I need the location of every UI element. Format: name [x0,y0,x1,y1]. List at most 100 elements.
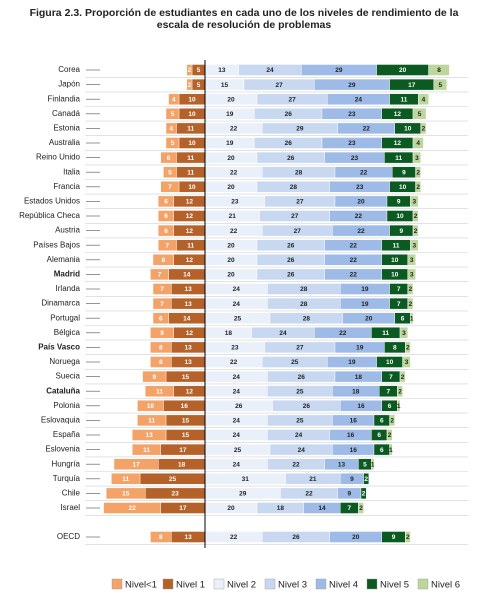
category-label: Turquía [53,474,81,483]
value-label: 4 [169,126,173,133]
bar-segment [397,385,403,397]
value-label: 2 [422,126,426,133]
value-label: 25 [296,418,304,425]
category-label: Dinamarca [41,299,80,308]
value-label: 29 [296,126,304,133]
value-label: 9 [152,374,156,381]
value-label: 17 [179,505,187,512]
value-label: 2 [416,169,420,176]
bar-segment [152,297,172,310]
value-label: 28 [303,315,311,322]
category-label: Alemania [47,255,81,264]
bar-segment [150,327,174,339]
value-label: 28 [300,286,308,293]
value-label: 12 [186,388,194,395]
bar-segment [152,254,174,266]
bar-segment [113,458,159,470]
value-label: 5 [363,461,367,468]
bar-segment [371,458,375,470]
value-label: 14 [183,315,191,322]
value-label: 26 [285,140,293,147]
bar-segment [163,166,177,178]
value-label: 7 [386,388,390,395]
value-label: 15 [182,418,190,425]
value-label: 27 [294,228,302,235]
value-label: 22 [350,272,358,279]
value-label: 10 [391,272,399,279]
value-label: 27 [291,213,299,220]
value-label: 5 [418,111,422,118]
value-label: 24 [233,432,241,439]
value-label: 24 [233,418,241,425]
category-label: Madrid [54,270,80,279]
category-label: Cataluña [46,386,80,395]
bar-segment [137,400,164,412]
value-label: 11 [187,169,194,176]
value-label: 7 [160,301,164,308]
value-label: 6 [159,315,163,322]
value-label: 27 [288,96,296,103]
value-label: 26 [235,403,243,410]
value-label: 26 [287,155,295,162]
value-label: 19 [361,301,369,308]
value-label: 24 [233,388,241,395]
value-label: 15 [182,374,190,381]
value-label: 10 [391,257,399,264]
value-label: 9 [399,228,403,235]
category-label: Australia [49,138,81,147]
value-label: 22 [230,228,238,235]
value-label: 3 [412,199,416,206]
value-label: 2 [398,388,402,395]
value-label: 22 [357,228,365,235]
value-label: 9 [160,330,164,337]
value-label: 21 [309,476,317,483]
value-label: 10 [399,184,407,191]
value-label: 12 [394,111,402,118]
value-label: 11 [187,155,194,162]
bar-segment [111,473,141,485]
value-label: 11 [395,155,402,162]
bar-segment [418,93,429,105]
value-label: 10 [404,126,412,133]
value-label: 26 [303,403,311,410]
category-label: Suecia [56,372,81,381]
value-label: 23 [356,184,364,191]
value-label: 31 [242,476,250,483]
value-label: 24 [266,67,274,74]
value-label: 16 [350,447,358,454]
value-label: 1 [397,403,401,410]
bar-segment [428,64,450,76]
value-label: 13 [184,534,192,541]
legend-label: Nivel 2 [227,580,256,591]
value-label: 16 [350,418,358,425]
bar-segment [407,254,416,266]
value-label: 3 [410,272,414,279]
value-label: 15 [122,491,130,498]
value-label: 2 [409,301,413,308]
bar-segment [420,122,427,135]
bar-segment [399,327,409,339]
value-label: 8 [159,359,163,366]
bar-segment [150,268,169,281]
legend-label: Nivel 6 [431,580,460,591]
bar-segment [168,93,180,105]
value-label: 26 [285,111,293,118]
value-label: 22 [129,505,137,512]
value-label: 13 [218,67,226,74]
value-label: 18 [178,461,186,468]
chart-title: Figura 2.3. Proporción de estudiantes en… [29,7,459,31]
value-label: 22 [230,359,238,366]
value-label: 8 [162,257,166,264]
value-label: 1 [371,461,375,468]
bar-segment [150,341,172,354]
value-label: 2 [359,505,363,512]
bar-segment [410,239,419,251]
value-label: 6 [380,447,384,454]
bar-segment [389,414,396,427]
value-label: 26 [287,272,295,279]
value-label: 26 [287,242,295,249]
bar-segment [386,429,393,441]
legend-label: Nivel 1 [176,580,205,591]
value-label: 20 [227,272,235,279]
value-label: 28 [295,169,303,176]
